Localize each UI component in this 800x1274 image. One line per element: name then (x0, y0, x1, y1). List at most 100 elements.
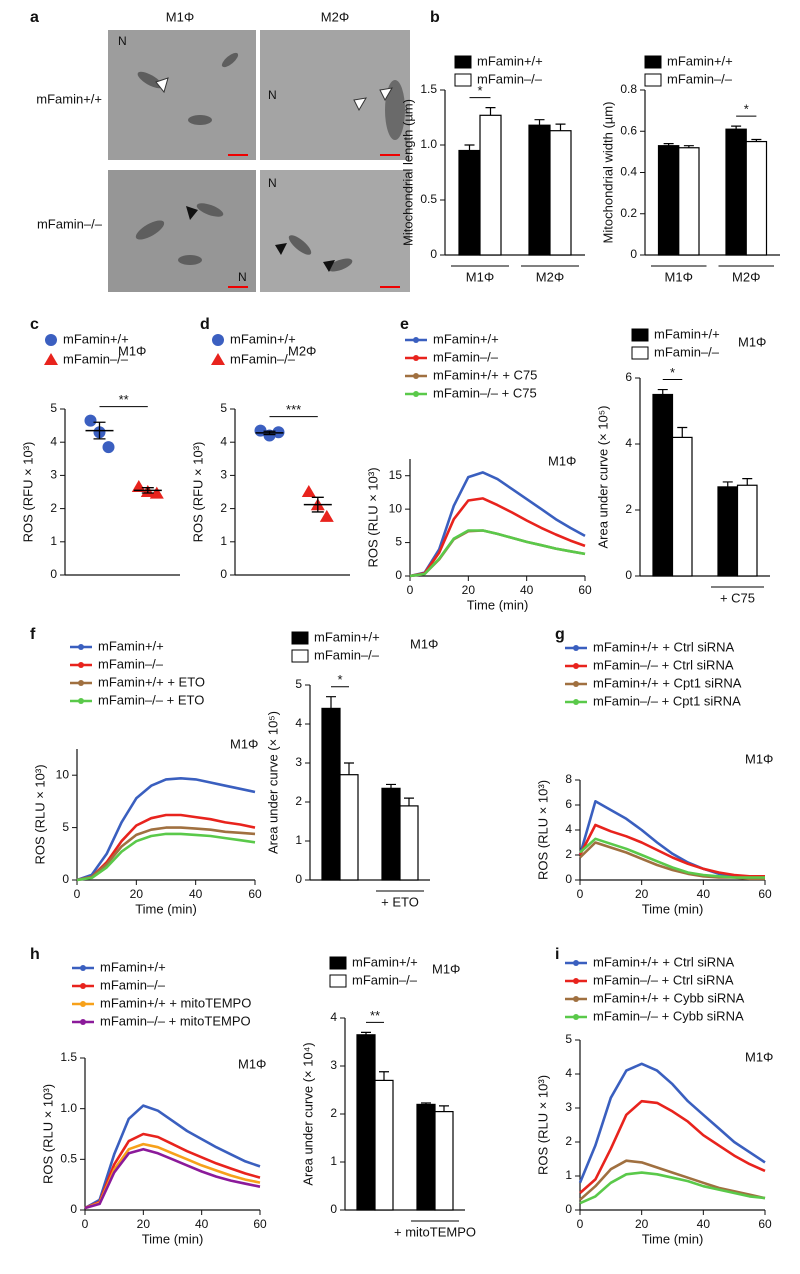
y-tick-label: 0.6 (620, 123, 637, 137)
column-label: M2Φ (321, 9, 349, 24)
legend-label: mFamin+/+ + ETO (98, 674, 205, 689)
error-bar (485, 107, 496, 116)
arrowhead (379, 87, 393, 102)
arrowhead (353, 97, 367, 112)
error-bar (657, 388, 668, 395)
x-tick-label: 40 (195, 1217, 209, 1231)
y-tick-label: 4 (565, 1066, 572, 1080)
x-tick-label: 20 (635, 887, 649, 901)
bar (434, 1110, 454, 1211)
y-tick-label: 6 (625, 370, 632, 384)
x-axis-title: Time (min) (642, 1231, 704, 1246)
condition-label: M1Φ (230, 736, 258, 751)
data-line (84, 1104, 261, 1210)
legend-marker (573, 1014, 579, 1020)
error-bar (555, 123, 566, 131)
legend-label: mFamin+/+ (667, 53, 733, 68)
x-tick-label: 0 (577, 887, 584, 901)
data-line (579, 841, 765, 881)
data-line (409, 529, 586, 578)
legend-marker (573, 663, 579, 669)
y-tick-label: 2 (565, 1134, 572, 1148)
y-tick-label: 1 (330, 1154, 337, 1168)
x-tick-label: 0 (74, 887, 81, 901)
y-axis-title: ROS (RLU × 10³) (32, 764, 47, 864)
y-axis-title: ROS (RLU × 10³) (40, 1084, 55, 1184)
condition-label: M1Φ (118, 343, 146, 358)
y-axis-title: ROS (RLU × 10³) (535, 780, 550, 880)
y-tick-label: 0.2 (620, 206, 637, 220)
x-tick-label: 0 (82, 1217, 89, 1231)
y-tick-label: 4 (220, 434, 227, 448)
legend-swatch (644, 73, 662, 87)
significance-label: * (744, 102, 749, 117)
condition-label: M1Φ (238, 1056, 266, 1071)
legend-swatch (454, 73, 472, 87)
error-bar (439, 1105, 449, 1112)
bar (657, 145, 680, 256)
significance-label: *** (286, 402, 301, 417)
error-bar (344, 762, 354, 775)
y-tick-label: 0 (330, 1202, 337, 1216)
tile-label: N (268, 88, 277, 102)
x-tick-label: M1Φ (665, 269, 693, 284)
data-line (579, 1159, 766, 1201)
legend-label: mFamin+/+ + Ctrl siRNA (593, 954, 735, 969)
y-tick-label: 3 (565, 1100, 572, 1114)
bar (356, 1034, 376, 1211)
y-tick-label: 4 (330, 1010, 337, 1024)
legend-marker (413, 337, 419, 343)
legend-marker (212, 334, 224, 346)
bar (479, 114, 502, 256)
data-line (578, 1062, 766, 1184)
legend-swatch (454, 55, 472, 69)
y-tick-label: 3 (50, 468, 57, 482)
bar (725, 128, 747, 256)
error-bar (311, 496, 324, 513)
y-tick-label: 0.4 (620, 165, 637, 179)
image-panel: M1Φ M2Φ mFamin+/+ mFamin–/– N N N N (36, 9, 410, 292)
legend-marker (78, 662, 84, 668)
x-tick-label: 40 (189, 887, 203, 901)
x-axis-title: Time (min) (135, 901, 197, 916)
x-tick-label: 40 (697, 1217, 711, 1231)
y-tick-label: 0 (50, 567, 57, 581)
legend-marker (573, 681, 579, 687)
significance-label: * (477, 83, 482, 98)
bar (458, 149, 481, 256)
data-line (76, 813, 256, 882)
x-tick-label: 40 (697, 887, 711, 901)
legend-label: mFamin+/+ (477, 53, 543, 68)
legend-swatch (644, 55, 662, 69)
y-tick-label: 0 (630, 247, 637, 261)
y-tick-label: 4 (625, 436, 632, 450)
y-tick-label: 4 (50, 434, 57, 448)
legend-label: mFamin+/+ + mitoTEMPO (100, 995, 251, 1010)
legend-swatch (329, 956, 347, 970)
error-bar (534, 119, 545, 126)
tile-label: N (238, 270, 247, 284)
bar (652, 393, 674, 577)
data-line (84, 1142, 261, 1210)
panel-label: a (30, 9, 39, 26)
legend-marker (573, 699, 579, 705)
error-bar (677, 426, 688, 438)
bar (717, 486, 739, 577)
legend-label: mFamin+/+ (230, 331, 296, 346)
y-tick-label: 2 (220, 501, 227, 515)
condition-label: M1Φ (432, 961, 460, 976)
bar (399, 805, 419, 881)
x-tick-label: + mitoTEMPO (394, 1224, 476, 1239)
legend-label: mFamin–/– (667, 71, 733, 86)
error-bar (731, 125, 742, 130)
y-tick-label: 5 (220, 401, 227, 415)
y-tick-label: 6 (565, 797, 572, 811)
bar (745, 140, 768, 256)
legend-label: mFamin–/– (352, 972, 418, 987)
y-tick-label: 5 (62, 820, 69, 834)
legend-marker (573, 978, 579, 984)
x-tick-label: 20 (130, 887, 144, 901)
column-label: M1Φ (166, 9, 194, 24)
bar (416, 1103, 436, 1211)
